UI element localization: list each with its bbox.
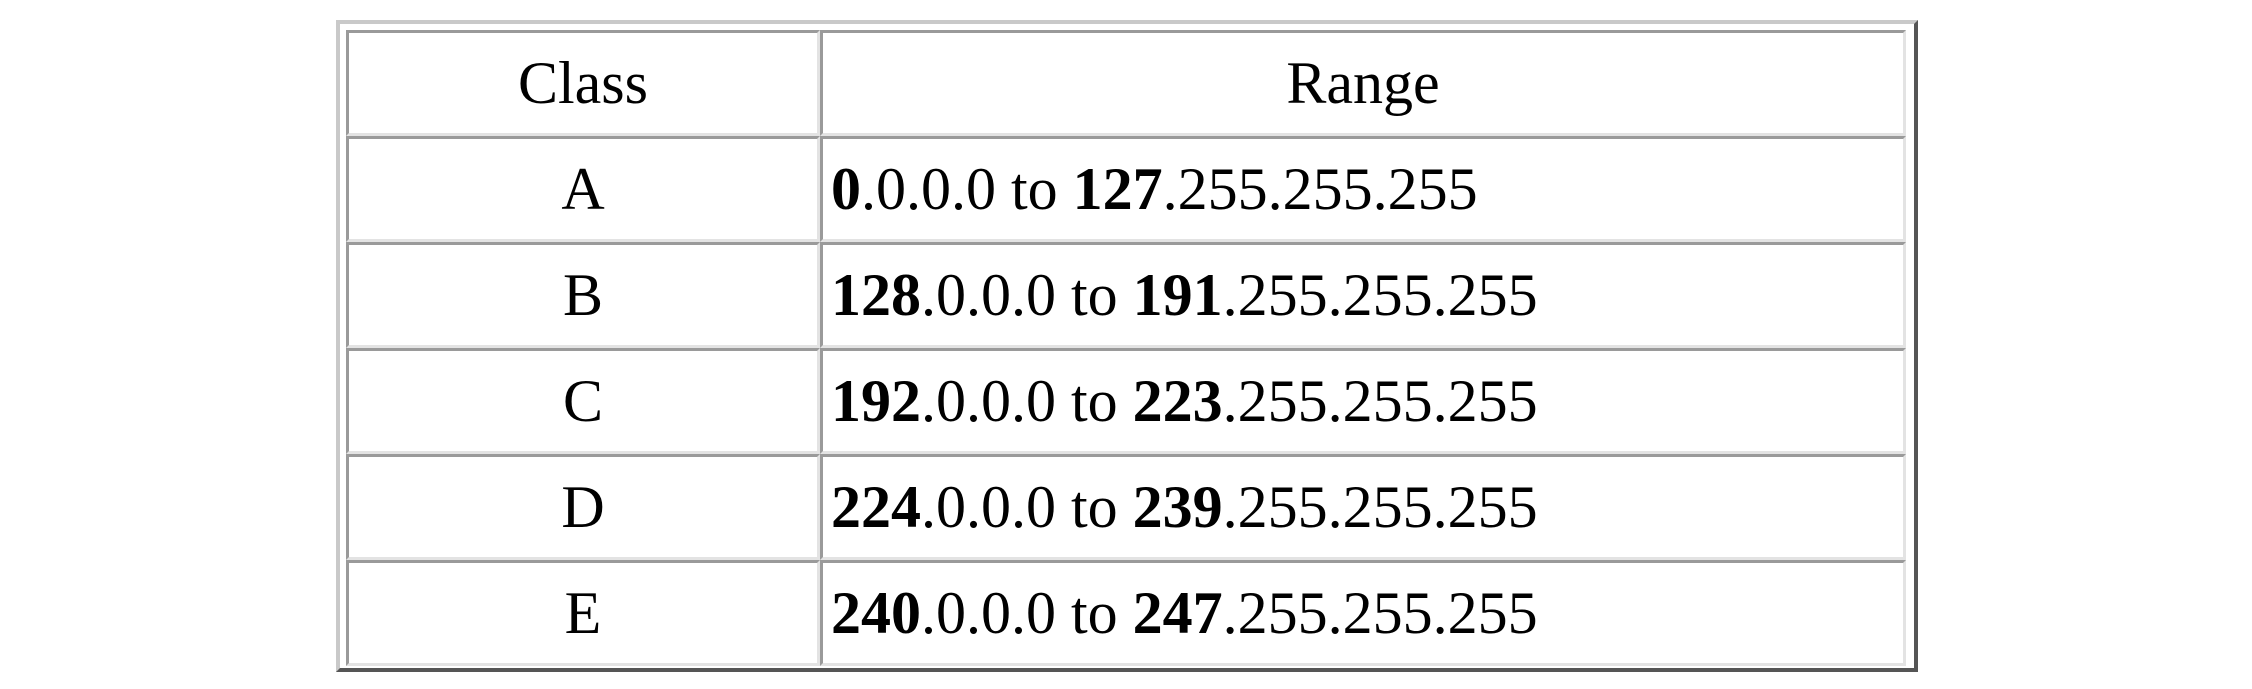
class-cell: B (346, 242, 820, 348)
range-end-rest: .255.255.255 (1222, 580, 1538, 646)
table-header-row: Class Range (346, 30, 1906, 136)
range-cell: 0.0.0.0 to 127.255.255.255 (820, 136, 1906, 242)
range-start-octet: 128 (831, 262, 921, 328)
range-end-octet: 127 (1072, 156, 1163, 222)
table-row: A 0.0.0.0 to 127.255.255.255 (346, 136, 1906, 242)
range-start-rest: .0.0.0 (921, 580, 1056, 646)
class-cell: C (346, 348, 820, 454)
class-cell: A (346, 136, 820, 242)
range-end-rest: .255.255.255 (1222, 474, 1538, 540)
table-row: E 240.0.0.0 to 247.255.255.255 (346, 560, 1906, 666)
range-end-octet: 223 (1132, 368, 1223, 434)
range-start-octet: 0 (831, 156, 861, 222)
table-row: B 128.0.0.0 to 191.255.255.255 (346, 242, 1906, 348)
ip-class-table: Class Range A 0.0.0.0 to 127.255.255.255… (346, 30, 1906, 666)
range-connector: to (1056, 368, 1133, 434)
range-end-octet: 191 (1132, 262, 1223, 328)
ip-class-table-frame: Class Range A 0.0.0.0 to 127.255.255.255… (336, 20, 1918, 672)
range-start-rest: .0.0.0 (921, 474, 1056, 540)
range-end-octet: 239 (1132, 474, 1223, 540)
range-cell: 192.0.0.0 to 223.255.255.255 (820, 348, 1906, 454)
range-end-rest: .255.255.255 (1162, 156, 1478, 222)
table-row: C 192.0.0.0 to 223.255.255.255 (346, 348, 1906, 454)
range-start-rest: .0.0.0 (861, 156, 996, 222)
class-cell: D (346, 454, 820, 560)
range-start-rest: .0.0.0 (921, 262, 1056, 328)
range-start-octet: 192 (831, 368, 921, 434)
range-connector: to (1056, 262, 1133, 328)
range-cell: 240.0.0.0 to 247.255.255.255 (820, 560, 1906, 666)
header-class: Class (346, 30, 820, 136)
range-end-rest: .255.255.255 (1222, 262, 1538, 328)
header-range: Range (820, 30, 1906, 136)
range-cell: 224.0.0.0 to 239.255.255.255 (820, 454, 1906, 560)
range-start-rest: .0.0.0 (921, 368, 1056, 434)
table-row: D 224.0.0.0 to 239.255.255.255 (346, 454, 1906, 560)
range-start-octet: 224 (831, 474, 921, 540)
range-start-octet: 240 (831, 580, 921, 646)
range-connector: to (996, 156, 1073, 222)
range-cell: 128.0.0.0 to 191.255.255.255 (820, 242, 1906, 348)
range-end-octet: 247 (1132, 580, 1223, 646)
range-connector: to (1056, 580, 1133, 646)
range-end-rest: .255.255.255 (1222, 368, 1538, 434)
class-cell: E (346, 560, 820, 666)
range-connector: to (1056, 474, 1133, 540)
